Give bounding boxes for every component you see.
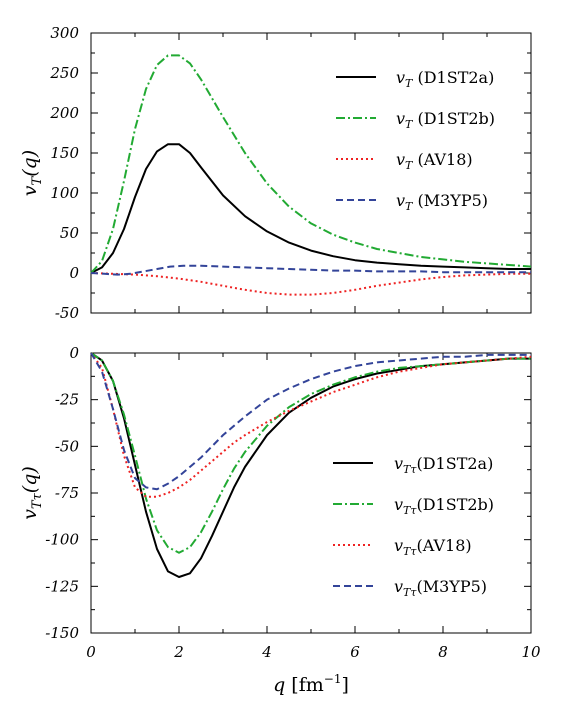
y-tick-label: 50 <box>60 224 80 242</box>
y-tick-label: -100 <box>45 531 79 549</box>
series-line <box>90 143 531 274</box>
x-tick-label: 8 <box>438 643 448 661</box>
y-tick-label: -125 <box>45 577 79 595</box>
y-axis-label: vT(q) <box>19 150 45 196</box>
legend-entry: vTτ(D1ST2a) <box>394 454 493 476</box>
x-tick-label: 10 <box>521 643 541 661</box>
series-line <box>90 352 532 498</box>
x-tick-label: 2 <box>173 643 184 661</box>
y-tick-label: 200 <box>49 104 79 122</box>
legend-entry: vTτ(M3YP5) <box>394 577 487 599</box>
x-tick-label: 4 <box>261 643 272 661</box>
top-panel: -50 0 50 100 150 200 250 300 vT (D1ST2a) vT (D1ST… <box>19 24 532 322</box>
series-line <box>90 54 532 274</box>
x-axis-label: q [fm−1] <box>273 672 349 696</box>
y-tick-label: 100 <box>50 184 79 202</box>
series-line <box>90 352 531 491</box>
x-tick-label: 6 <box>350 643 360 661</box>
y-tick-label: 250 <box>49 64 79 82</box>
y-tick-label: 0 <box>69 344 79 362</box>
series-line <box>90 352 531 554</box>
y-tick-label: 300 <box>50 24 79 42</box>
series-line <box>90 264 531 276</box>
y-tick-label: -75 <box>55 484 79 502</box>
legend-entry: vT (D1ST2b) <box>396 109 495 131</box>
y-axis-label: vTτ(q) <box>19 466 45 520</box>
x-tick-label: 0 <box>86 643 96 661</box>
legend-entry: vT (D1ST2a) <box>396 68 494 90</box>
legend-entry: vT (M3YP5) <box>396 191 488 213</box>
y-tick-label: -25 <box>55 391 79 409</box>
legend-entry: vTτ(D1ST2b) <box>394 495 494 517</box>
legend-entry: vTτ(AV18) <box>394 536 472 558</box>
y-tick-label: -150 <box>45 624 79 642</box>
legend-entry: vT (AV18) <box>396 150 473 172</box>
y-tick-label: -50 <box>55 304 80 322</box>
y-tick-label: 0 <box>69 264 79 282</box>
y-tick-label: 150 <box>50 144 79 162</box>
y-tick-label: -50 <box>55 437 80 455</box>
series-line <box>90 272 531 296</box>
bottom-panel: 0 2 4 6 8 10 -150 -125 -100 -75 -50 -25 0 vTτ(D1ST2a)… <box>19 344 541 696</box>
